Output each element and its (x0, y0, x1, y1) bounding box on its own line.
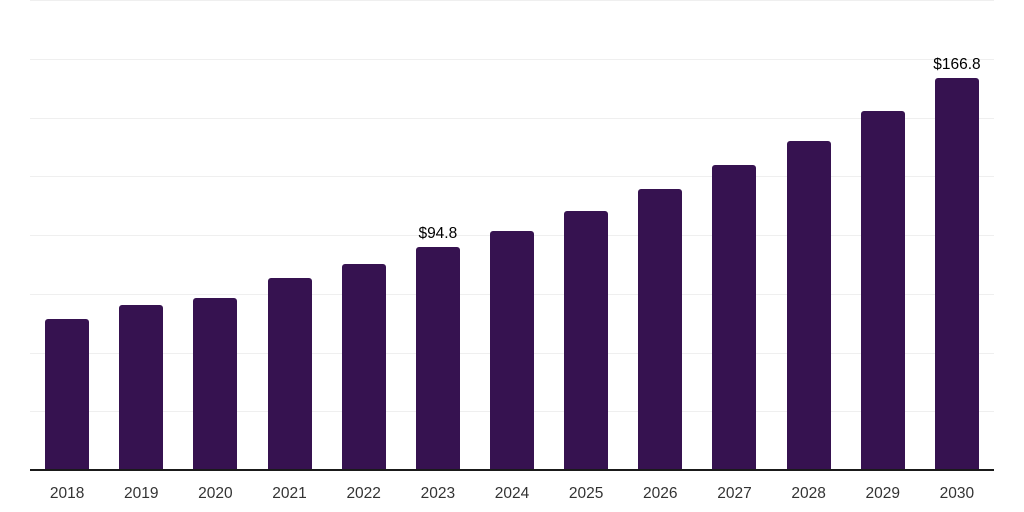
bar-2020 (193, 297, 238, 470)
bar-2030 (934, 78, 979, 470)
bar-2023 (415, 247, 460, 470)
x-tick-2024: 2024 (494, 485, 530, 502)
bar-2028 (786, 141, 831, 470)
gridline-y125 (30, 176, 994, 178)
bar-2019 (119, 304, 164, 470)
x-tick-2023: 2023 (420, 485, 456, 502)
bar-2025 (564, 211, 609, 470)
x-tick-2027: 2027 (717, 485, 752, 502)
x-tick-2026: 2026 (643, 485, 678, 502)
x-tick-2021: 2021 (272, 485, 307, 502)
bar-2018 (45, 318, 90, 470)
gridline-y200 (30, 0, 994, 1)
bar-2027 (712, 164, 757, 470)
x-tick-2019: 2019 (123, 485, 159, 502)
bar-value-label-2023: $94.8 (418, 224, 458, 242)
x-tick-2018: 2018 (49, 485, 85, 502)
x-tick-2025: 2025 (568, 485, 604, 502)
gridline-y150 (30, 117, 994, 119)
x-tick-2028: 2028 (791, 485, 826, 502)
bar-2022 (341, 263, 386, 470)
x-tick-2029: 2029 (865, 485, 900, 502)
plot-area: $94.8 $166.8 (30, 0, 994, 471)
gridline-y175 (30, 58, 994, 60)
bar-2024 (490, 231, 534, 470)
x-axis-line (30, 469, 994, 471)
bar-2029 (860, 110, 905, 470)
x-tick-2022: 2022 (346, 485, 381, 502)
bar-2026 (638, 188, 683, 470)
bar-2021 (267, 278, 312, 470)
x-tick-2020: 2020 (198, 485, 233, 502)
x-tick-2030: 2030 (939, 485, 975, 502)
bar-value-label-2030: $166.8 (933, 55, 981, 73)
